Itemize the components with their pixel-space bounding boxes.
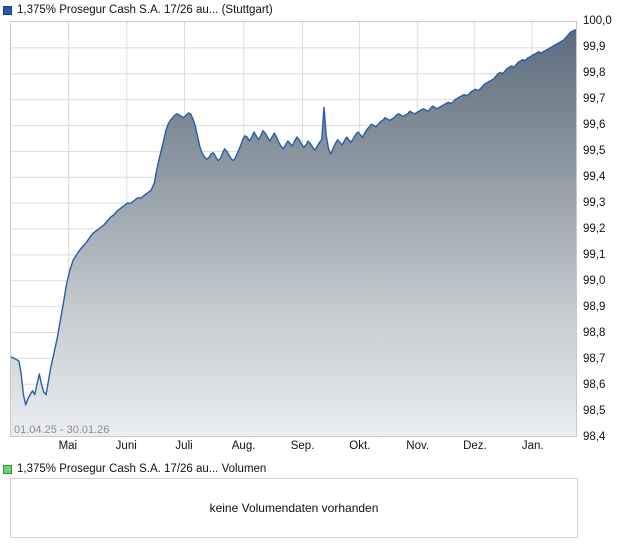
price-chart-svg — [11, 22, 576, 436]
x-axis-tick-label: Jan. — [521, 440, 544, 452]
volume-chart-plot-area[interactable]: keine Volumendaten vorhanden — [10, 478, 578, 538]
price-legend-swatch-icon — [3, 5, 12, 15]
price-legend-label: 1,375% Prosegur Cash S.A. 17/26 au... (S… — [17, 4, 273, 16]
price-line — [11, 29, 576, 406]
y-axis-tick-label: 99,2 — [583, 222, 606, 235]
x-axis: Mai Juni Juli Aug. Sep. Okt. Nov. Dez. Jan. — [10, 438, 577, 454]
x-axis-tick-label: Nov. — [406, 440, 430, 452]
y-axis-tick-label: 98,4 — [583, 430, 606, 443]
y-axis-tick-label: 98,5 — [583, 404, 606, 417]
y-axis-tick-label: 98,7 — [583, 352, 606, 365]
y-axis-tick-label: 99,0 — [583, 274, 606, 287]
y-axis-tick-label: 98,6 — [583, 378, 606, 391]
y-axis-tick-label: 99,7 — [583, 92, 606, 105]
x-axis-tick-label: Mai — [58, 440, 78, 452]
date-range-label: 01.04.25 - 30.01.26 — [14, 424, 110, 436]
y-axis: 100,0 99,9 99,8 99,7 99,6 99,5 99,4 99,3 99,2 99,… — [580, 15, 620, 443]
price-area-fill — [11, 29, 576, 436]
x-axis-tick-label: Juli — [175, 440, 193, 452]
price-chart-plot-area[interactable] — [10, 21, 577, 437]
x-axis-tick-label: Aug. — [231, 440, 256, 452]
y-axis-tick-label: 99,5 — [583, 144, 606, 157]
y-axis-tick-label: 99,3 — [583, 196, 606, 209]
y-axis-tick-label: 98,9 — [583, 300, 606, 313]
volume-legend[interactable]: 1,375% Prosegur Cash S.A. 17/26 au... Vo… — [3, 462, 266, 476]
price-legend[interactable]: 1,375% Prosegur Cash S.A. 17/26 au... (S… — [3, 3, 273, 17]
y-axis-tick-label: 98,8 — [583, 326, 606, 339]
y-axis-tick-label: 99,1 — [583, 248, 606, 261]
x-axis-tick-label: Juni — [115, 440, 137, 452]
y-axis-tick-label: 99,4 — [583, 170, 606, 183]
y-axis-tick-label: 99,8 — [583, 66, 606, 79]
x-axis-tick-label: Sep. — [290, 440, 315, 452]
x-axis-tick-label: Okt. — [349, 440, 371, 452]
y-axis-tick-label: 100,0 — [583, 14, 612, 27]
volume-legend-label: 1,375% Prosegur Cash S.A. 17/26 au... Vo… — [17, 463, 267, 475]
y-axis-tick-label: 99,9 — [583, 40, 606, 53]
volume-legend-swatch-icon — [3, 464, 12, 474]
y-axis-tick-label: 99,6 — [583, 118, 606, 131]
x-axis-tick-label: Dez. — [463, 440, 487, 452]
volume-empty-message: keine Volumendaten vorhanden — [209, 501, 379, 515]
